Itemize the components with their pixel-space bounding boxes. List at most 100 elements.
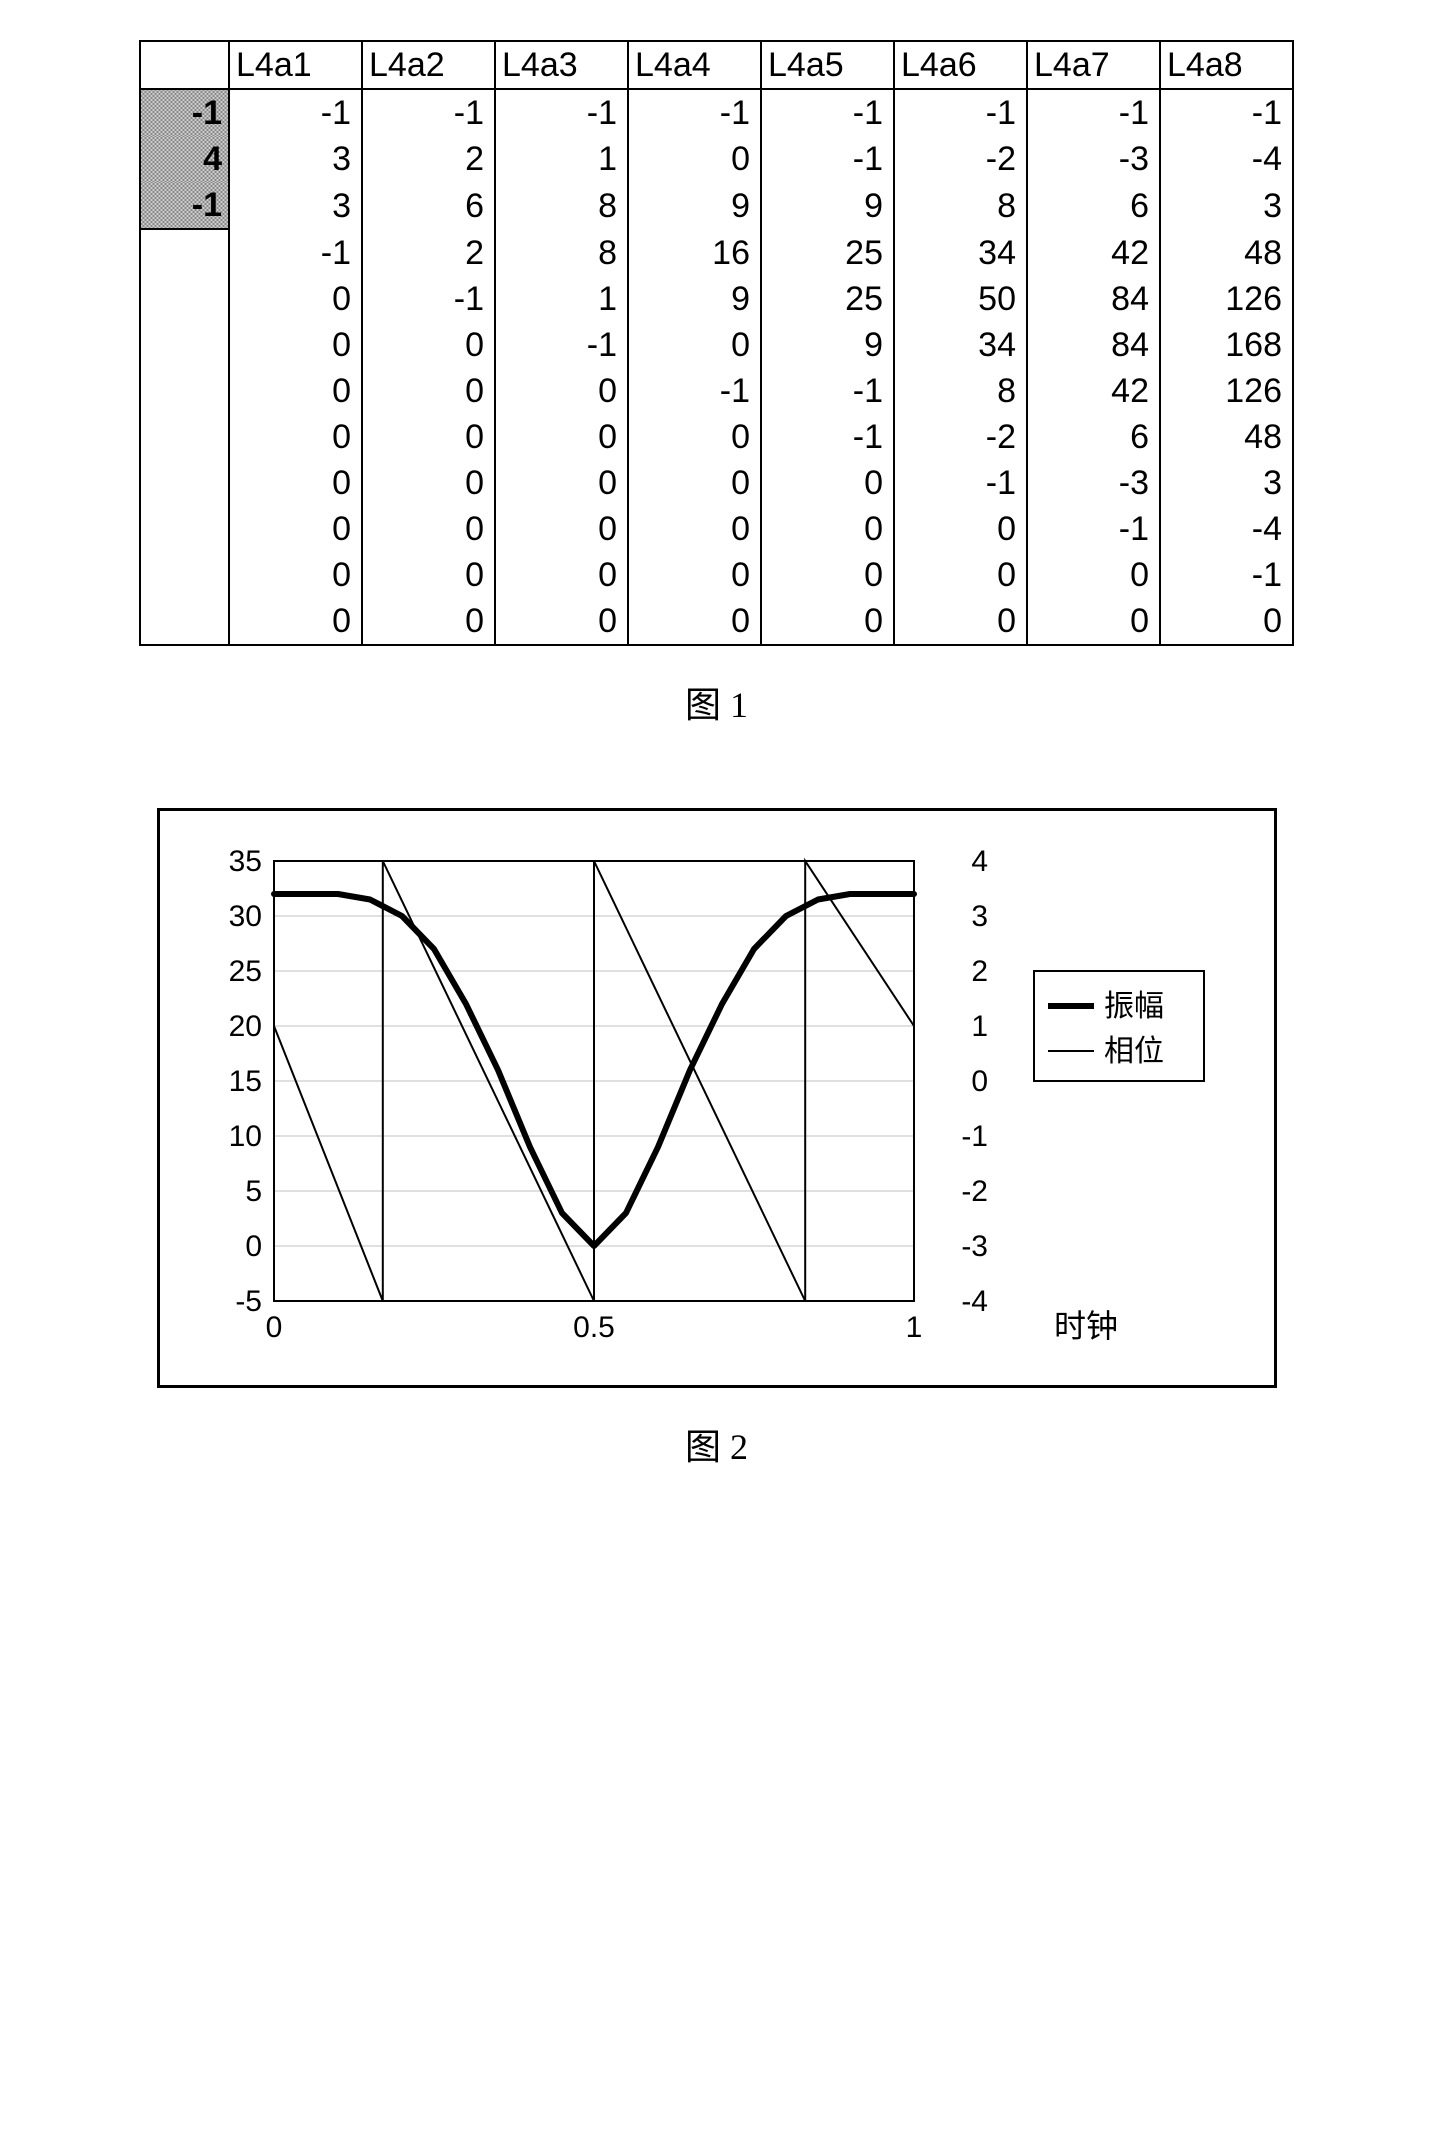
table-cell: 0	[761, 598, 894, 645]
table-cell: 0	[628, 506, 761, 552]
left-ytick-label: 20	[228, 1010, 261, 1043]
table-cell: -1	[495, 322, 628, 368]
table-cell: 0	[628, 598, 761, 645]
table-cell: 8	[894, 368, 1027, 414]
table-cell: 6	[362, 182, 495, 229]
table-cell: 0	[362, 506, 495, 552]
table-cell: -4	[1160, 506, 1293, 552]
right-ytick-label: 4	[971, 845, 988, 878]
table-cell: 0	[229, 598, 362, 645]
table-row: -1281625344248	[140, 229, 1293, 276]
table-cell: 34	[894, 229, 1027, 276]
table-cell: -1	[628, 89, 761, 136]
table-row: 00000000	[140, 598, 1293, 645]
data-table: L4a1 L4a2 L4a3 L4a4 L4a5 L4a6 L4a7 L4a8 …	[139, 40, 1294, 646]
right-ytick-label: -4	[961, 1285, 988, 1318]
table-cell: 48	[1160, 229, 1293, 276]
table-cell: 0	[362, 552, 495, 598]
xtick-label: 0.5	[573, 1311, 615, 1344]
kernel-cell: -1	[140, 182, 229, 229]
firstcol-empty	[140, 368, 229, 414]
table-cell: 9	[761, 182, 894, 229]
table-header-row: L4a1 L4a2 L4a3 L4a4 L4a5 L4a6 L4a7 L4a8	[140, 41, 1293, 89]
left-ytick-label: 25	[228, 955, 261, 988]
table-cell: -1	[362, 276, 495, 322]
table-corner-cell	[140, 41, 229, 89]
table-cell: 8	[894, 182, 1027, 229]
figure-2-caption: 图 2	[40, 1418, 1393, 1470]
table-cell: -1	[229, 229, 362, 276]
col-header: L4a8	[1160, 41, 1293, 89]
table-cell: -3	[1027, 136, 1160, 182]
col-header: L4a5	[761, 41, 894, 89]
left-ytick-label: 5	[245, 1175, 262, 1208]
figure-2-block: -50510152025303500.51-4-3-2-101234振幅相位时钟…	[40, 808, 1393, 1470]
kernel-cell: 4	[140, 136, 229, 182]
firstcol-empty	[140, 276, 229, 322]
table-cell: 0	[628, 322, 761, 368]
firstcol-empty	[140, 414, 229, 460]
table-row: 000-1-1842126	[140, 368, 1293, 414]
table-cell: 84	[1027, 322, 1160, 368]
right-ytick-label: 2	[971, 955, 988, 988]
table-cell: 0	[495, 368, 628, 414]
legend-label: 相位	[1104, 1035, 1164, 1068]
table-cell: -1	[894, 89, 1027, 136]
table-cell: 16	[628, 229, 761, 276]
col-header: L4a2	[362, 41, 495, 89]
table-row: 00000-1-33	[140, 460, 1293, 506]
table-cell: 25	[761, 276, 894, 322]
x-axis-label: 时钟	[1054, 1308, 1118, 1344]
left-ytick-label: 0	[245, 1230, 262, 1263]
table-row: -136899863	[140, 182, 1293, 229]
left-ytick-label: -5	[235, 1285, 262, 1318]
table-cell: 168	[1160, 322, 1293, 368]
table-row: -1-1-1-1-1-1-1-1-1	[140, 89, 1293, 136]
chart-container: -50510152025303500.51-4-3-2-101234振幅相位时钟	[157, 808, 1277, 1388]
col-header: L4a4	[628, 41, 761, 89]
legend-label: 振幅	[1104, 990, 1164, 1023]
table-cell: -1	[1160, 552, 1293, 598]
table-cell: 0	[894, 598, 1027, 645]
left-ytick-label: 15	[228, 1065, 261, 1098]
table-cell: 0	[229, 368, 362, 414]
table-cell: 0	[362, 368, 495, 414]
right-ytick-label: -2	[961, 1175, 988, 1208]
table-cell: -1	[894, 460, 1027, 506]
table-cell: -1	[761, 136, 894, 182]
table-cell: 126	[1160, 368, 1293, 414]
right-ytick-label: 0	[971, 1065, 988, 1098]
table-body: -1-1-1-1-1-1-1-1-143210-1-2-3-4-13689986…	[140, 89, 1293, 645]
table-cell: -4	[1160, 136, 1293, 182]
table-cell: -1	[1027, 89, 1160, 136]
figure-1-block: L4a1 L4a2 L4a3 L4a4 L4a5 L4a6 L4a7 L4a8 …	[40, 40, 1393, 728]
table-cell: 3	[229, 182, 362, 229]
table-cell: 0	[628, 552, 761, 598]
table-cell: -1	[761, 414, 894, 460]
table-cell: 2	[362, 136, 495, 182]
table-cell: 0	[362, 414, 495, 460]
left-ytick-label: 30	[228, 900, 261, 933]
table-cell: 0	[495, 598, 628, 645]
left-ytick-label: 35	[228, 845, 261, 878]
table-cell: 50	[894, 276, 1027, 322]
table-cell: 8	[495, 229, 628, 276]
table-cell: -1	[628, 368, 761, 414]
table-row: 0000-1-2648	[140, 414, 1293, 460]
xtick-label: 1	[905, 1311, 922, 1344]
table-cell: 84	[1027, 276, 1160, 322]
table-row: 000000-1-4	[140, 506, 1293, 552]
table-cell: 0	[761, 460, 894, 506]
table-cell: -3	[1027, 460, 1160, 506]
table-cell: 2	[362, 229, 495, 276]
table-cell: 0	[229, 414, 362, 460]
table-cell: -1	[495, 89, 628, 136]
col-header: L4a3	[495, 41, 628, 89]
table-cell: 0	[229, 552, 362, 598]
col-header: L4a7	[1027, 41, 1160, 89]
table-cell: 8	[495, 182, 628, 229]
table-cell: 9	[761, 322, 894, 368]
table-cell: -1	[362, 89, 495, 136]
table-cell: 0	[1027, 552, 1160, 598]
table-cell: 48	[1160, 414, 1293, 460]
